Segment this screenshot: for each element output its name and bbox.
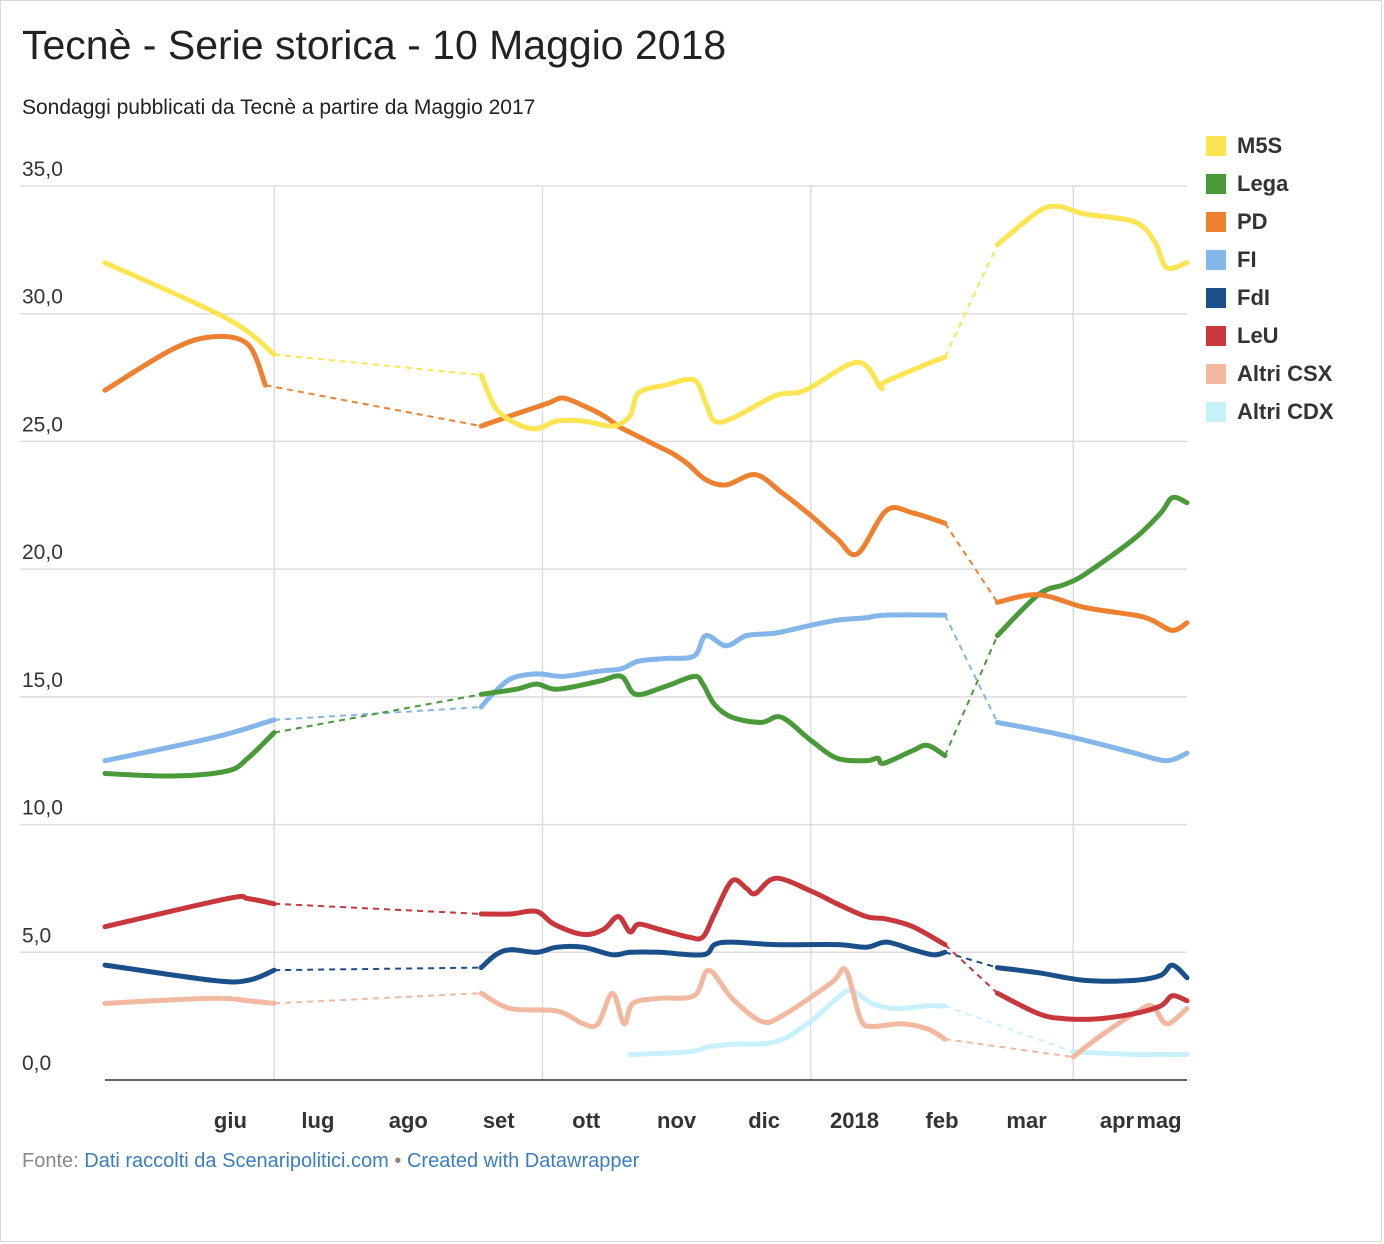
y-tick-label: 35,0 [22, 158, 63, 181]
series-line-pd [478, 395, 948, 558]
source-link-scenaripolitici[interactable]: Dati raccolti da Scenaripolitici.com [84, 1150, 389, 1172]
x-tick-label: mar [1006, 1108, 1047, 1133]
y-tick-label: 25,0 [22, 413, 63, 436]
x-tick-label: set [483, 1108, 515, 1133]
y-tick-label: 0,0 [22, 1052, 51, 1075]
legend-swatch [1206, 288, 1226, 308]
legend-item-leu: LeU [1206, 317, 1334, 355]
series-connector-pd [944, 522, 999, 603]
series-connector-m5s [944, 244, 999, 358]
series-line-altri-csx [102, 995, 277, 1006]
series-connector-fi [274, 706, 482, 721]
series-line-altri-csx [478, 966, 948, 1042]
chart-title: Tecnè - Serie storica - 10 Maggio 2018 [22, 22, 727, 68]
legend-swatch [1206, 174, 1226, 194]
legend-label: FdI [1237, 285, 1270, 310]
series-connector-leu [944, 943, 999, 994]
x-tick-label: mag [1136, 1108, 1181, 1133]
series-line-m5s [994, 203, 1190, 271]
x-tick-label: giu [214, 1108, 247, 1133]
legend-swatch [1206, 250, 1226, 270]
series-connector-lega [273, 693, 482, 734]
x-tick-label: lug [301, 1108, 334, 1133]
series-connector-pd [265, 384, 482, 428]
source-note: Fonte: Dati raccolti da Scenaripolitici.… [22, 1150, 639, 1173]
x-tick-label: feb [926, 1108, 959, 1133]
series-line-altri-csx [1070, 1003, 1190, 1060]
series-line-leu [102, 893, 277, 930]
series-line-lega [478, 673, 948, 766]
legend-item-altri-cdx: Altri CDX [1206, 393, 1334, 431]
legend-item-fi: FI [1206, 241, 1334, 279]
series-connector-fi [944, 614, 999, 723]
y-tick-label: 5,0 [22, 924, 51, 947]
x-tick-label: 2018 [830, 1108, 879, 1133]
series-connector-lega [944, 635, 999, 757]
source-prefix: Fonte: [22, 1150, 79, 1172]
series-connector-altri-cdx [944, 1004, 1074, 1053]
series-connector-altri-csx [274, 992, 482, 1005]
legend-item-pd: PD [1206, 203, 1334, 241]
source-link-datawrapper[interactable]: Created with Datawrapper [406, 1150, 640, 1172]
legend-label: LeU [1237, 323, 1279, 348]
series-connector-altri-csx [944, 1038, 1074, 1059]
legend-item-lega: Lega [1206, 165, 1334, 203]
legend-label: M5S [1237, 133, 1283, 158]
series-line-fi [994, 719, 1190, 764]
series-line-fi [102, 717, 277, 764]
x-tick-label: dic [748, 1108, 780, 1133]
series-line-lega [102, 730, 277, 779]
legend-label: FI [1237, 247, 1257, 272]
y-tick-label: 10,0 [22, 797, 63, 820]
x-tick-label: ago [389, 1108, 428, 1133]
series-line-fi [478, 612, 948, 710]
series-line-fdi [102, 962, 277, 985]
legend-swatch [1206, 212, 1226, 232]
legend-swatch [1206, 364, 1226, 384]
x-tick-label: nov [657, 1108, 697, 1133]
y-tick-label: 15,0 [22, 669, 63, 692]
series-line-m5s [102, 260, 277, 358]
series-line-fdi [478, 939, 948, 971]
legend-label: Lega [1237, 171, 1289, 196]
series-connector-fdi [944, 951, 998, 969]
legend-swatch [1206, 326, 1226, 346]
series-line-altri-cdx [1070, 1049, 1190, 1058]
legend-item-fdi: FdI [1206, 279, 1334, 317]
legend-item-m5s: M5S [1206, 127, 1334, 165]
series-connector-leu [274, 902, 482, 915]
legend: M5S Lega PD FI FdI LeU Altri CSX Altri CDX [1206, 127, 1334, 431]
legend-swatch [1206, 402, 1226, 422]
series-connector-m5s [274, 353, 482, 377]
series-connector-fdi [274, 966, 482, 972]
series-line-fdi [994, 962, 1190, 984]
series-line-altri-cdx [627, 987, 948, 1057]
legend-swatch [1206, 136, 1226, 156]
legend-label: PD [1237, 209, 1268, 234]
x-tick-label: apr [1100, 1108, 1135, 1133]
series-line-lega [994, 494, 1190, 639]
series-line-m5s [478, 354, 948, 432]
y-tick-label: 30,0 [22, 286, 63, 309]
legend-label: Altri CDX [1237, 399, 1334, 424]
series-line-leu [478, 875, 948, 948]
x-tick-label: ott [572, 1108, 601, 1133]
source-separator: • [394, 1150, 402, 1172]
y-tick-label: 20,0 [22, 541, 63, 564]
series-line-pd [102, 333, 268, 393]
series-line-leu [994, 990, 1190, 1022]
chart-subtitle: Sondaggi pubblicati da Tecnè a partire d… [22, 96, 536, 119]
legend-label: Altri CSX [1237, 361, 1333, 386]
legend-item-altri-csx: Altri CSX [1206, 355, 1334, 393]
series-line-pd [994, 592, 1190, 633]
